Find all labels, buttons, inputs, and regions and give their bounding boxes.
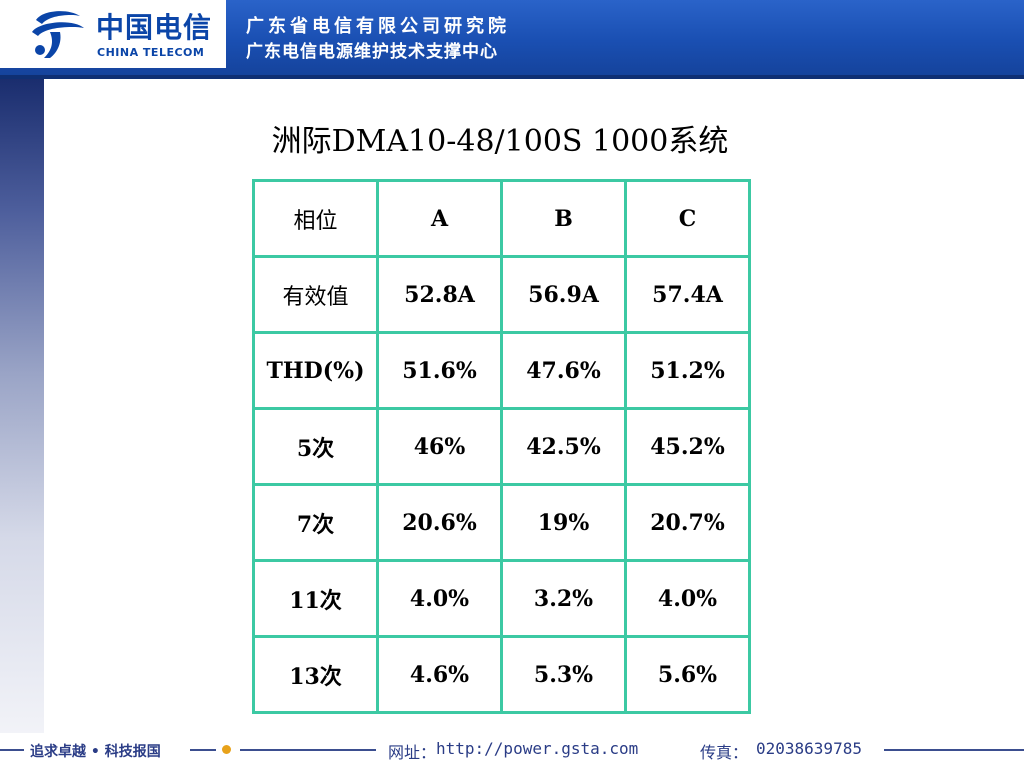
table-row: 有效值 52.8A 56.9A 57.4A: [252, 255, 751, 334]
table-cell: 46%: [376, 407, 503, 486]
table-header-cell: 相位: [252, 179, 379, 258]
row-label: 有效值: [252, 255, 379, 334]
row-label: THD(%): [252, 331, 379, 410]
harmonic-data-table: 相位 A B C 有效值 52.8A 56.9A 57.4A THD(%) 51…: [252, 179, 751, 714]
orange-dot-icon: [222, 745, 231, 754]
row-label: 5次: [252, 407, 379, 486]
table-cell: 52.8A: [376, 255, 503, 334]
table-header-cell: B: [500, 179, 627, 258]
table-row: 7次 20.6% 19% 20.7%: [252, 483, 751, 562]
table-cell: 20.7%: [624, 483, 751, 562]
footer-divider: [884, 749, 1024, 751]
table-cell: 19%: [500, 483, 627, 562]
table-cell: 4.0%: [376, 559, 503, 638]
table-cell: 5.6%: [624, 635, 751, 714]
logo-chinese-name: 中国电信: [96, 11, 213, 44]
table-header-cell: C: [624, 179, 751, 258]
table-cell: 45.2%: [624, 407, 751, 486]
table-cell: 20.6%: [376, 483, 503, 562]
slide-title: 洲际DMA10-48/100S 1000系统: [271, 124, 729, 159]
row-label: 7次: [252, 483, 379, 562]
table-cell: 57.4A: [624, 255, 751, 334]
table-header-cell: A: [376, 179, 503, 258]
footer: 追求卓越 • 科技报国 网址： http://power.gsta.com 传真…: [0, 733, 1024, 768]
table-row: 5次 46% 42.5% 45.2%: [252, 407, 751, 486]
china-telecom-logo-icon: [32, 11, 84, 58]
footer-divider: [240, 749, 376, 751]
table-row: THD(%) 51.6% 47.6% 51.2%: [252, 331, 751, 410]
footer-url[interactable]: http://power.gsta.com: [436, 739, 639, 758]
row-label: 11次: [252, 559, 379, 638]
table-cell: 42.5%: [500, 407, 627, 486]
footer-slogan: 追求卓越 • 科技报国: [30, 744, 161, 760]
header-divider: [0, 75, 1024, 79]
table-cell: 4.0%: [624, 559, 751, 638]
row-label: 13次: [252, 635, 379, 714]
organization-department: 广东电信电源维护技术支撑中心: [246, 42, 498, 62]
table-header-row: 相位 A B C: [252, 179, 751, 258]
table-cell: 51.2%: [624, 331, 751, 410]
logo-panel: 中国电信 CHINA TELECOM: [0, 0, 226, 68]
footer-divider: [190, 749, 216, 751]
table-cell: 4.6%: [376, 635, 503, 714]
table-row: 13次 4.6% 5.3% 5.6%: [252, 635, 751, 714]
table-cell: 51.6%: [376, 331, 503, 410]
logo-english-name: CHINA TELECOM: [97, 46, 205, 59]
table-cell: 5.3%: [500, 635, 627, 714]
footer-url-label: 网址：: [388, 743, 437, 762]
organization-name: 广东省电信有限公司研究院: [246, 16, 510, 37]
footer-divider: [0, 749, 24, 751]
left-gradient-strip: [0, 79, 44, 735]
table-cell: 56.9A: [500, 255, 627, 334]
table-cell: 47.6%: [500, 331, 627, 410]
footer-fax-label: 传真：: [700, 743, 749, 762]
table-row: 11次 4.0% 3.2% 4.0%: [252, 559, 751, 638]
table-cell: 3.2%: [500, 559, 627, 638]
footer-fax: 02038639785: [756, 739, 862, 758]
